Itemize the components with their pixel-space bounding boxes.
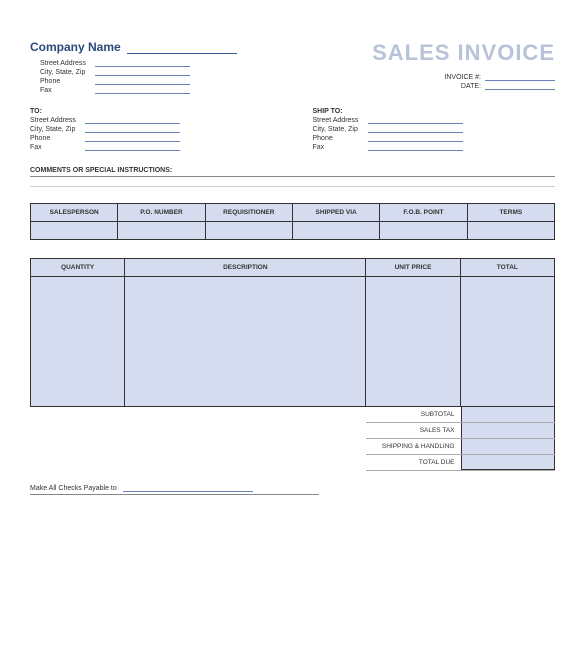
date-label: DATE:	[461, 83, 481, 90]
cell	[292, 222, 379, 240]
to-fax: Fax	[30, 144, 85, 151]
cell	[380, 222, 467, 240]
comments-line	[30, 177, 555, 187]
fill-line	[95, 69, 190, 76]
street-label: Street Address	[40, 60, 95, 67]
cell	[125, 277, 366, 407]
subtotal-label: SUBTOTAL	[366, 407, 461, 422]
ship-fax: Fax	[313, 144, 368, 151]
payable-label: Make All Checks Payable to	[30, 485, 117, 492]
th-fob: F.O.B. POINT	[380, 204, 467, 222]
fill-line	[85, 117, 180, 124]
cell	[31, 222, 118, 240]
fill-line	[368, 126, 463, 133]
fill-line	[85, 126, 180, 133]
fill-line	[85, 135, 180, 142]
fill-line	[95, 78, 190, 85]
th-terms: TERMS	[467, 204, 554, 222]
fill-line	[368, 135, 463, 142]
company-info: Street Address City, State, Zip Phone Fa…	[40, 60, 237, 94]
th-po: P.O. NUMBER	[118, 204, 205, 222]
csz-label: City, State, Zip	[40, 69, 95, 76]
to-block: TO: Street Address City, State, Zip Phon…	[30, 108, 273, 153]
tax-label: SALES TAX	[366, 423, 461, 438]
fill-line	[95, 87, 190, 94]
due-val	[461, 455, 556, 470]
to-phone: Phone	[30, 135, 85, 142]
ship-csz: City, State, Zip	[313, 126, 368, 133]
fill-line	[485, 74, 555, 81]
cell	[31, 277, 125, 407]
fill-line	[95, 60, 190, 67]
address-columns: TO: Street Address City, State, Zip Phon…	[30, 108, 555, 153]
to-heading: TO:	[30, 108, 273, 115]
to-csz: City, State, Zip	[30, 126, 85, 133]
th-req: REQUISITIONER	[205, 204, 292, 222]
due-label: TOTAL DUE	[366, 455, 461, 470]
table-row	[31, 222, 555, 240]
fill-line	[123, 491, 253, 492]
ship-phone: Phone	[313, 135, 368, 142]
th-shipped: SHIPPED VIA	[292, 204, 379, 222]
th-unit: UNIT PRICE	[366, 259, 460, 277]
th-total: TOTAL	[460, 259, 554, 277]
line-items-table: QUANTITY DESCRIPTION UNIT PRICE TOTAL	[30, 258, 555, 407]
invoice-title: SALES INVOICE	[372, 40, 555, 66]
cell	[118, 222, 205, 240]
company-block: Company Name Street Address City, State,…	[30, 40, 237, 96]
th-salesperson: SALESPERSON	[31, 204, 118, 222]
fill-line	[368, 117, 463, 124]
cell	[366, 277, 460, 407]
cell	[460, 277, 554, 407]
fill-line	[485, 83, 555, 90]
meta-block: INVOICE #: DATE:	[372, 74, 555, 90]
company-name-label: Company Name	[30, 40, 121, 54]
fill-line	[85, 144, 180, 151]
to-street: Street Address	[30, 117, 85, 124]
order-info-table: SALESPERSON P.O. NUMBER REQUISITIONER SH…	[30, 203, 555, 240]
ship-street: Street Address	[313, 117, 368, 124]
invoice-num-label: INVOICE #:	[444, 74, 481, 81]
tax-val	[461, 423, 556, 438]
fill-line	[368, 144, 463, 151]
shipping-label: SHIPPING & HANDLING	[366, 439, 461, 454]
ship-heading: SHIP TO:	[313, 108, 556, 115]
header: Company Name Street Address City, State,…	[30, 40, 555, 96]
th-desc: DESCRIPTION	[125, 259, 366, 277]
company-name-line	[127, 53, 237, 54]
payable-row: Make All Checks Payable to	[30, 485, 319, 495]
shipping-val	[461, 439, 556, 454]
cell	[467, 222, 554, 240]
subtotal-val	[461, 407, 556, 422]
th-qty: QUANTITY	[31, 259, 125, 277]
phone-label: Phone	[40, 78, 95, 85]
cell	[205, 222, 292, 240]
ship-block: SHIP TO: Street Address City, State, Zip…	[313, 108, 556, 153]
title-meta: SALES INVOICE INVOICE #: DATE:	[372, 40, 555, 92]
totals-block: SUBTOTAL SALES TAX SHIPPING & HANDLING T…	[30, 407, 555, 471]
comments-heading: COMMENTS OR SPECIAL INSTRUCTIONS:	[30, 167, 555, 177]
table-row	[31, 277, 555, 407]
fax-label: Fax	[40, 87, 95, 94]
